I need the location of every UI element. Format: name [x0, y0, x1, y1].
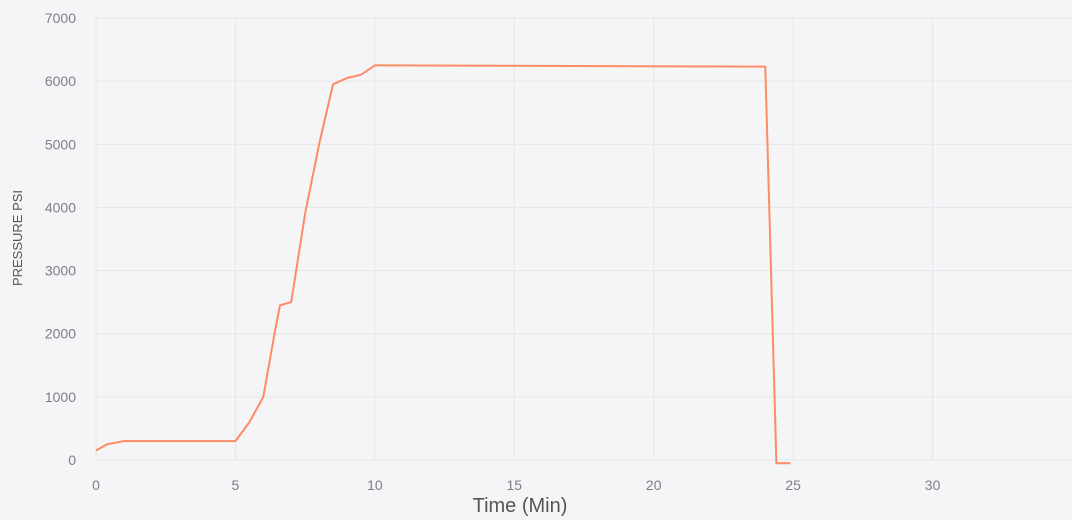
y-tick-label-0: 0: [68, 452, 76, 468]
y-tick-label-6: 6000: [45, 73, 76, 89]
y-tick-label-3: 3000: [45, 263, 76, 279]
x-tick-label-2: 10: [367, 477, 383, 493]
y-tick-label-7: 7000: [45, 10, 76, 26]
series-group: [95, 64, 791, 465]
x-tick-label-1: 5: [232, 477, 240, 493]
y-tick-label-2: 2000: [45, 326, 76, 342]
x-tick-label-6: 30: [925, 477, 941, 493]
grid-lines: [95, 17, 1072, 461]
x-tick-label-0: 0: [92, 477, 100, 493]
y-tick-label-4: 4000: [45, 199, 76, 215]
y-axis-label: PRESSURE PSI: [10, 190, 25, 286]
x-axis-label: Time (Min): [473, 495, 568, 517]
y-tick-labels: 0 1000 2000 3000 4000 5000 6000 7000: [45, 10, 76, 468]
y-tick-label-5: 5000: [45, 136, 76, 152]
series-line-0: [95, 64, 791, 465]
x-tick-label-4: 20: [646, 477, 662, 493]
x-tick-label-5: 25: [785, 477, 801, 493]
x-tick-labels: 0 5 10 15 20 25 30: [92, 477, 940, 493]
x-tick-label-3: 15: [506, 477, 522, 493]
y-tick-label-1: 1000: [45, 389, 76, 405]
